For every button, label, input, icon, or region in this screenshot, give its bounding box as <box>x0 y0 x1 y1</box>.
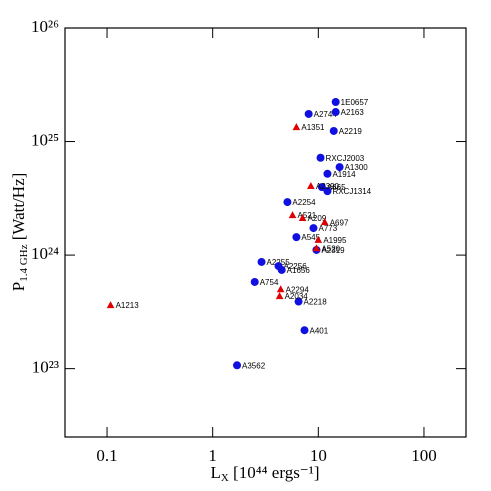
point <box>298 214 307 222</box>
point-label: A520 <box>321 244 340 253</box>
point-label: A2219 <box>339 127 363 136</box>
point-label: A401 <box>310 326 329 335</box>
point <box>257 257 266 266</box>
point <box>331 108 340 117</box>
point <box>288 211 297 219</box>
point <box>309 224 318 233</box>
y-tick-label: 10²⁶ <box>31 17 59 36</box>
x-axis-label: LX [10⁴⁴ ergs⁻¹] <box>210 463 319 484</box>
point <box>277 265 286 274</box>
point <box>307 181 315 189</box>
point <box>314 235 323 243</box>
y-axis-label: P1.4 GHz [Watt/Hz] <box>9 173 30 292</box>
point-label: A1995 <box>323 236 347 245</box>
point <box>276 285 285 293</box>
point-label: A2218 <box>304 298 328 307</box>
point <box>316 153 325 162</box>
point <box>331 97 340 106</box>
x-tick-label: 1 <box>208 446 217 465</box>
point-label: A209 <box>308 214 327 223</box>
point-label: A2744 <box>314 110 338 119</box>
point-label: A2319 <box>321 246 345 255</box>
point <box>294 297 303 306</box>
point <box>275 292 284 300</box>
point <box>283 198 292 207</box>
y-label-rest: [Watt/Hz] <box>9 173 28 245</box>
point <box>320 218 329 226</box>
point <box>106 301 115 309</box>
y-tick-label: 10²⁴ <box>31 244 59 263</box>
point <box>335 163 344 172</box>
x-label-rest: [10⁴⁴ ergs⁻¹] <box>229 463 320 482</box>
point <box>233 361 242 370</box>
y-tick-label: 10²⁵ <box>31 130 59 149</box>
plot-frame <box>64 27 467 438</box>
point-label: A2294 <box>286 285 310 294</box>
point-label: A665 <box>327 183 346 192</box>
point <box>323 169 332 178</box>
point-label: A2390 <box>316 182 340 191</box>
x-tick-label: 100 <box>411 446 437 465</box>
point-label: A2163 <box>341 108 365 117</box>
point-label: A2254 <box>292 198 316 207</box>
point <box>292 123 301 131</box>
point-label: A1300 <box>345 163 369 172</box>
y-label-sub: 1.4 GHz <box>18 244 30 281</box>
point <box>323 187 332 196</box>
point <box>312 244 321 252</box>
x-tick-label: 10 <box>310 446 327 465</box>
y-label-main: P <box>9 282 28 291</box>
point-label: A1656 <box>287 266 311 275</box>
point <box>250 277 259 286</box>
point-label: 1E0657 <box>341 98 369 107</box>
point-label: RXCJ2003 <box>326 154 365 163</box>
point <box>300 326 309 335</box>
point-label: A3562 <box>242 361 266 370</box>
point-label: A773 <box>318 224 337 233</box>
point <box>292 233 301 242</box>
point <box>317 183 326 192</box>
point <box>304 109 313 118</box>
y-tick-label: 10²³ <box>32 358 59 377</box>
point-label: A2256 <box>284 262 308 271</box>
point-label: A754 <box>260 278 279 287</box>
point-label: A1351 <box>301 123 325 132</box>
point <box>329 126 338 135</box>
point-label: RXCJ1314 <box>332 187 371 196</box>
x-tick-label: 0.1 <box>96 446 117 465</box>
x-label-sub: X <box>221 472 229 484</box>
point-label: A545 <box>301 233 320 242</box>
point-label: A697 <box>330 218 349 227</box>
x-label-main: L <box>210 463 220 482</box>
point-label: A1914 <box>332 170 356 179</box>
point-label: A2034 <box>285 292 309 301</box>
point-label: A521 <box>298 211 317 220</box>
point-label: A1213 <box>116 301 140 310</box>
